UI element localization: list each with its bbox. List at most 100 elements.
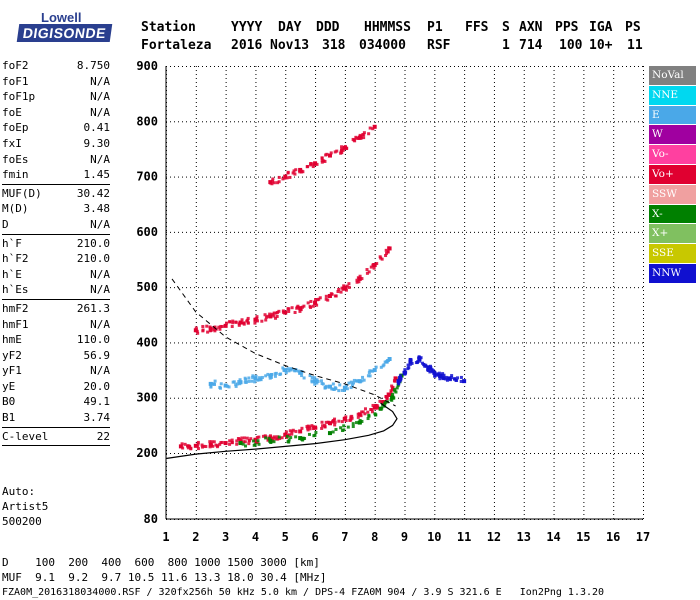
- grid-dot: [610, 453, 611, 454]
- grid-dot: [285, 86, 287, 87]
- y-tick-label: 900: [136, 59, 158, 73]
- grid-dot: [570, 342, 571, 344]
- grid-dot: [614, 287, 615, 289]
- grid-dot: [195, 490, 197, 491]
- grid-dot: [285, 330, 287, 331]
- grid-dot: [404, 442, 406, 443]
- series-point: [323, 425, 327, 429]
- grid-dot: [255, 102, 257, 103]
- grid-dot: [374, 390, 376, 391]
- grid-dot: [330, 176, 331, 178]
- auto-algorithm: Artist5: [2, 500, 49, 513]
- grid-dot: [285, 310, 287, 311]
- grid-dot: [434, 514, 436, 515]
- grid-dot: [518, 287, 519, 289]
- grid-dot: [613, 118, 615, 119]
- grid-dot: [285, 458, 287, 459]
- grid-dot: [464, 70, 466, 71]
- grid-dot: [594, 176, 595, 178]
- grid-dot: [478, 342, 479, 344]
- grid-dot: [344, 338, 346, 339]
- series-point: [301, 436, 305, 440]
- grid-dot: [285, 66, 287, 67]
- grid-dot: [523, 290, 525, 291]
- grid-dot: [174, 121, 175, 123]
- series-point: [288, 429, 292, 433]
- grid-dot: [285, 382, 287, 383]
- grid-dot: [643, 194, 644, 195]
- grid-dot: [583, 90, 585, 91]
- grid-dot: [583, 86, 585, 87]
- grid-dot: [470, 397, 471, 399]
- grid-dot: [643, 378, 644, 379]
- grid-dot: [464, 102, 466, 103]
- series-point: [436, 373, 440, 377]
- series-point: [349, 386, 353, 390]
- grid-dot: [454, 287, 455, 289]
- series-point: [367, 413, 371, 417]
- grid-dot: [404, 234, 406, 235]
- grid-dot: [613, 342, 615, 343]
- grid-dot: [434, 386, 436, 387]
- grid-dot: [464, 482, 466, 483]
- grid-dot: [464, 154, 466, 155]
- grid-dot: [298, 231, 299, 233]
- grid-dot: [285, 386, 287, 387]
- param-name: MUF(D): [2, 186, 42, 200]
- grid-dot: [315, 94, 317, 95]
- grid-dot: [170, 397, 171, 399]
- grid-dot: [638, 453, 639, 454]
- grid-dot: [404, 130, 406, 131]
- grid-dot: [255, 370, 257, 371]
- grid-dot: [553, 410, 555, 411]
- grid-dot: [493, 202, 495, 203]
- grid-dot: [613, 122, 615, 123]
- grid-dot: [643, 374, 644, 375]
- grid-dot: [210, 342, 211, 344]
- grid-dot: [195, 458, 197, 459]
- grid-dot: [493, 322, 495, 323]
- grid-dot: [315, 478, 317, 479]
- grid-dot: [613, 210, 615, 211]
- grid-dot: [315, 222, 317, 223]
- grid-dot: [498, 66, 499, 67]
- grid-dot: [578, 176, 579, 178]
- grid-dot: [255, 334, 257, 335]
- grid-dot: [262, 176, 263, 178]
- grid-dot: [493, 314, 495, 315]
- grid-dot: [255, 86, 257, 87]
- grid-dot: [374, 418, 376, 419]
- grid-dot: [434, 478, 436, 479]
- grid-dot: [553, 458, 555, 459]
- series-point: [231, 319, 235, 323]
- series-point: [244, 444, 248, 448]
- grid-dot: [278, 231, 279, 233]
- grid-dot: [270, 231, 271, 233]
- grid-dot: [583, 126, 585, 127]
- series-point: [389, 389, 393, 393]
- grid-dot: [315, 130, 317, 131]
- series-point: [209, 443, 213, 447]
- grid-dot: [434, 378, 436, 379]
- series-point: [320, 156, 324, 160]
- grid-dot: [344, 282, 346, 283]
- header-label-s: S: [502, 20, 510, 35]
- grid-dot: [394, 121, 395, 123]
- series-point: [362, 133, 366, 137]
- grid-dot: [523, 242, 525, 243]
- series-point: [298, 309, 302, 313]
- grid-dot: [464, 158, 466, 159]
- grid-dot: [318, 176, 319, 178]
- grid-dot: [398, 342, 399, 344]
- grid-dot: [462, 66, 463, 67]
- grid-dot: [610, 121, 611, 123]
- grid-dot: [255, 350, 257, 351]
- grid-dot: [613, 318, 615, 319]
- series-point: [335, 149, 339, 153]
- grid-dot: [414, 397, 415, 399]
- grid-dot: [344, 482, 346, 483]
- grid-dot: [643, 238, 644, 239]
- grid-dot: [344, 142, 346, 143]
- grid-dot: [315, 422, 317, 423]
- grid-dot: [362, 287, 363, 289]
